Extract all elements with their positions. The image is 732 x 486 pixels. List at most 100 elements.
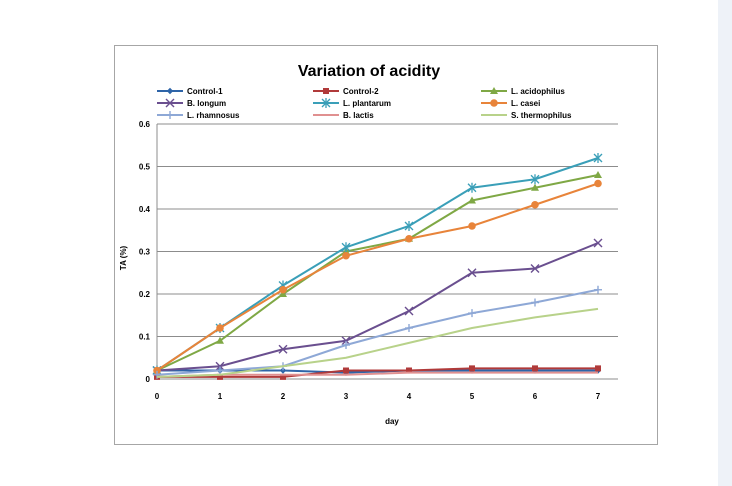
legend-entry-b-longum: B. longum — [157, 98, 226, 108]
data-point — [342, 251, 350, 260]
data-point — [216, 324, 224, 332]
data-point — [280, 373, 286, 380]
marker-diamond — [166, 87, 174, 95]
series-l-rhamnosus — [153, 285, 602, 379]
legend-label: S. thermophilus — [511, 111, 572, 120]
legend-entry-s-thermophilus: S. thermophilus — [481, 111, 572, 120]
data-point — [278, 344, 288, 354]
data-point — [279, 367, 287, 374]
marker-x-stroke — [404, 306, 414, 316]
y-tick-label: 0 — [146, 375, 151, 384]
marker-star — [321, 98, 331, 108]
y-tick-label: 0.5 — [139, 163, 151, 172]
data-point — [531, 298, 539, 307]
data-point — [343, 367, 349, 374]
x-tick-label: 6 — [533, 392, 538, 401]
data-point — [530, 174, 540, 185]
x-tick-label: 4 — [407, 392, 412, 401]
acidity-line-chart: Variation of acidity Control-1 Control-2 L… — [119, 63, 618, 426]
data-point — [341, 242, 351, 253]
marker-triangle — [490, 87, 498, 94]
legend-entry-l-casei: L. casei — [481, 99, 540, 108]
legend-entry-l-plantarum: L. plantarum — [313, 98, 391, 108]
marker-x-stroke — [593, 238, 603, 248]
data-point — [532, 365, 538, 372]
chart-area: Variation of acidity Control-1 Control-2 L… — [114, 45, 658, 445]
x-tick-label: 5 — [470, 392, 475, 401]
legend-label: L. acidophilus — [511, 87, 565, 96]
data-point — [406, 367, 412, 374]
data-point — [595, 365, 601, 372]
legend-label: B. longum — [187, 99, 226, 108]
series-line — [156, 182, 599, 372]
data-point — [594, 285, 602, 294]
series-group — [152, 153, 603, 380]
marker-x — [165, 98, 175, 108]
y-tick-label: 0.2 — [139, 290, 151, 299]
data-point — [404, 221, 414, 231]
data-point — [468, 222, 476, 230]
data-point — [216, 336, 224, 344]
legend-label: L. rhamnosus — [187, 111, 240, 120]
marker-circle — [490, 99, 498, 107]
series-line — [156, 288, 599, 376]
legend-label: L. casei — [511, 99, 540, 108]
data-point — [467, 268, 477, 278]
series-line — [157, 367, 598, 378]
data-point — [404, 306, 414, 316]
y-axis-label: TA (%) — [119, 245, 128, 270]
data-point — [593, 153, 603, 163]
data-point — [531, 183, 539, 191]
series-line — [156, 371, 598, 378]
series-line — [156, 174, 599, 372]
data-point — [217, 373, 223, 380]
legend-label: Control-2 — [343, 87, 379, 96]
x-tick-label: 1 — [218, 392, 223, 401]
y-tick-label: 0.6 — [139, 120, 151, 129]
axes: 0 0.1 0.2 0.3 0.4 0.5 0.6 0 1 2 3 4 5 6 7 — [139, 120, 618, 401]
legend-entry-b-lactis: B. lactis — [313, 111, 374, 120]
data-point — [216, 366, 224, 375]
data-point — [593, 238, 603, 248]
data-point — [215, 361, 225, 371]
legend-entry-l-acidophilus: L. acidophilus — [481, 87, 565, 96]
data-point — [342, 341, 350, 349]
marker-x-stroke — [530, 264, 540, 273]
marker-x-stroke — [165, 98, 175, 108]
x-tick-label: 3 — [344, 392, 349, 401]
series-b-longum — [152, 238, 603, 375]
legend-label: Control-1 — [187, 87, 223, 96]
data-point — [153, 370, 161, 379]
legend-label: L. plantarum — [343, 99, 391, 108]
legend-label: B. lactis — [343, 111, 374, 120]
data-point — [468, 309, 476, 318]
data-point — [469, 365, 475, 372]
data-point — [530, 264, 540, 273]
marker-x-stroke — [467, 268, 477, 278]
series-s-thermophilus — [156, 307, 599, 378]
data-point — [153, 366, 161, 375]
data-point — [405, 234, 413, 243]
series-b-lactis — [156, 371, 598, 378]
data-point — [594, 171, 602, 178]
marker-x-stroke — [341, 336, 351, 346]
data-point — [405, 324, 413, 332]
data-point — [468, 196, 476, 204]
legend-entry-control-1: Control-1 — [157, 87, 223, 96]
marker-x-stroke — [215, 361, 225, 371]
series-l-casei — [153, 179, 602, 375]
data-point — [531, 200, 539, 209]
series-line — [156, 307, 599, 378]
y-tick-label: 0.1 — [139, 333, 151, 342]
marker-x-stroke — [278, 344, 288, 354]
data-point — [279, 285, 287, 294]
legend-entry-l-rhamnosus: L. rhamnosus — [157, 111, 240, 120]
legend-entry-control-2: Control-2 — [313, 87, 379, 96]
x-tick-label: 7 — [596, 392, 601, 401]
x-tick-label: 0 — [155, 392, 160, 401]
data-point — [594, 179, 602, 188]
chart-title: Variation of acidity — [298, 63, 440, 80]
marker-plus — [166, 111, 174, 119]
y-tick-label: 0.4 — [139, 205, 151, 214]
